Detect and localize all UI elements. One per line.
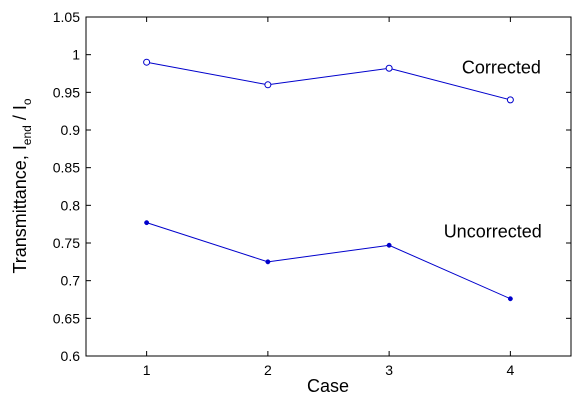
x-tick-label: 3 [385,362,393,378]
x-tick-label: 4 [506,362,514,378]
y-axis-title-sub-o: o [20,98,34,105]
y-tick-label: 0.6 [61,348,81,364]
annotation-layer: Corrected Uncorrected [444,58,542,242]
series-line-1 [146,222,511,300]
data-point [264,81,272,89]
plot-area [85,16,572,357]
y-axis-title-sub-end: end [20,125,34,145]
x-axis-title: Case [307,376,349,396]
y-tick-label: 0.85 [53,160,80,176]
data-point [386,242,392,248]
data-point [507,296,513,302]
y-tick-label: 0.65 [53,310,80,326]
data-point [385,64,393,72]
series-layer [143,58,514,302]
y-tick-label: 0.9 [61,122,81,138]
series-annotation: Corrected [462,58,541,78]
series-line-0 [146,61,511,101]
y-axis-title-prefix: Transmittance, I [10,145,30,273]
series-annotation: Uncorrected [444,222,542,242]
x-tick-label: 1 [143,362,151,378]
data-point [144,220,150,226]
y-tick-label: 0.8 [61,197,81,213]
data-point [265,259,271,265]
y-tick-label: 0.7 [61,273,81,289]
y-axis-ticks: 0.6 0.65 0.7 0.75 0.8 0.85 0.9 0.95 1 1.05 [53,9,571,364]
y-axis-title: Transmittance, Iend / Io [10,98,34,273]
data-point [506,96,514,104]
y-tick-label: 0.75 [53,235,80,251]
y-axis-title-middle: / I [10,105,30,125]
data-point [143,58,151,66]
y-tick-label: 1.05 [53,9,80,25]
x-tick-label: 2 [264,362,272,378]
x-axis-ticks: 1 2 3 4 [143,17,514,378]
y-tick-label: 0.95 [53,84,80,100]
y-tick-label: 1 [72,47,80,63]
